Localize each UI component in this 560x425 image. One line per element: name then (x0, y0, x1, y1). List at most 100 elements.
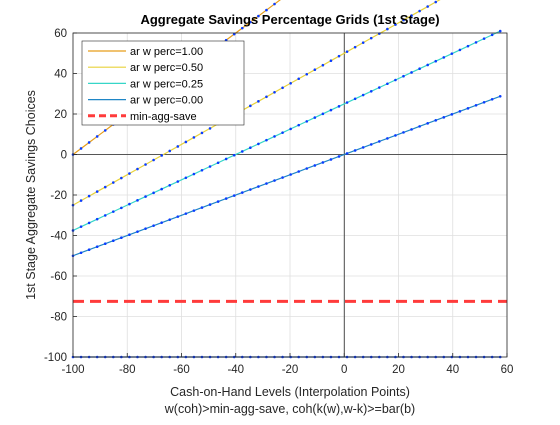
data-point (79, 225, 83, 228)
data-point (418, 67, 421, 71)
data-point (152, 158, 155, 162)
data-point (136, 199, 139, 202)
data-point (184, 140, 188, 144)
data-point (120, 236, 123, 239)
series-2 (71, 29, 502, 232)
legend-entry-label: min-agg-save (130, 111, 197, 123)
data-point (208, 127, 212, 130)
data-point (305, 120, 309, 123)
data-point (474, 104, 478, 107)
y-axis-label: 1st Stage Aggregate Savings Choices (24, 90, 38, 300)
data-point (337, 155, 341, 158)
data-point (369, 89, 373, 93)
data-point (265, 182, 268, 185)
data-point (394, 134, 397, 137)
data-point (305, 167, 309, 170)
data-point (458, 110, 462, 113)
data-point (160, 154, 163, 157)
data-point (402, 74, 405, 78)
data-point (426, 63, 429, 67)
data-point (369, 143, 373, 146)
y-tick-label: -60 (50, 271, 67, 283)
series-line (72, 0, 441, 206)
data-point (498, 29, 502, 33)
data-point (136, 167, 139, 171)
data-point (297, 77, 301, 81)
legend-items: ar w perc=1.00 ar w perc=0.50 ar w perc=0.… (88, 46, 203, 123)
tick-layer: -100 -80 -60 -40 -20 0 20 40 60 -100 -80 -60 -40 -20 0… (44, 28, 513, 376)
data-point (192, 172, 196, 176)
data-point (160, 221, 163, 224)
data-point (265, 138, 268, 142)
data-point (152, 224, 155, 227)
data-point (458, 48, 462, 52)
data-point (112, 210, 115, 213)
data-point (281, 176, 284, 179)
data-point (95, 135, 99, 138)
data-point (216, 161, 220, 165)
data-point (168, 184, 172, 187)
data-point (321, 63, 325, 67)
y-tick-label: -100 (44, 352, 67, 364)
data-point (426, 122, 429, 125)
data-point (184, 212, 188, 215)
series-3 (71, 94, 502, 258)
data-point (490, 97, 494, 101)
data-point (498, 94, 502, 98)
data-point (176, 215, 180, 218)
data-point (176, 145, 180, 148)
x-tick-label: -100 (61, 364, 84, 376)
data-point (112, 181, 115, 184)
data-point (353, 45, 357, 49)
x-tick-label: -20 (282, 364, 299, 376)
data-point (249, 20, 252, 24)
data-point (200, 168, 204, 172)
data-point (120, 206, 123, 210)
data-point (208, 165, 212, 168)
x-axis-label: Cash-on-Hand Levels (Interpolation Point… (170, 385, 410, 399)
data-point (337, 105, 341, 108)
data-point (337, 54, 341, 58)
data-point (87, 141, 91, 144)
data-point (265, 8, 268, 12)
x-tick-label: 20 (392, 364, 405, 376)
data-point (224, 157, 228, 161)
data-point (426, 5, 429, 8)
data-point (257, 185, 260, 188)
chart-title: Aggregate Savings Percentage Grids (1st … (140, 12, 439, 27)
data-point (273, 90, 276, 94)
data-point (474, 41, 478, 44)
data-point (200, 206, 204, 209)
data-point (128, 202, 131, 206)
data-point (95, 190, 99, 193)
data-point (95, 217, 99, 221)
x-axis-label-2: w(coh)>min-agg-save, coh(k(w),w-k)>=bar(… (164, 402, 415, 416)
data-point (144, 163, 147, 166)
y-tick-label: -40 (50, 231, 67, 243)
legend-entry-label: ar w perc=0.50 (130, 62, 203, 74)
y-tick-label: -80 (50, 312, 67, 324)
data-point (281, 131, 284, 134)
data-point (128, 172, 131, 175)
data-point (79, 199, 83, 202)
data-point (200, 131, 204, 135)
data-point (120, 176, 123, 180)
data-point (192, 136, 196, 139)
data-point (434, 0, 438, 4)
data-point (281, 86, 284, 90)
data-point (442, 116, 446, 119)
series-line (72, 30, 501, 231)
data-point (353, 97, 357, 101)
data-point (249, 146, 252, 149)
x-tick-label: 60 (501, 364, 514, 376)
data-point (369, 36, 373, 40)
data-point (103, 214, 107, 217)
data-point (128, 233, 131, 236)
data-point (361, 146, 365, 149)
data-point (112, 239, 115, 243)
x-tick-label: 40 (446, 364, 459, 376)
data-point (240, 150, 244, 153)
data-point (297, 170, 301, 173)
